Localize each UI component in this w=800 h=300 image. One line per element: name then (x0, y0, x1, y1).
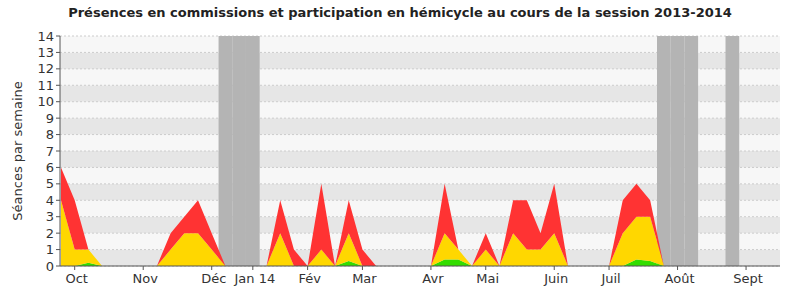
recess-bar (232, 36, 246, 266)
recess-bar (219, 36, 233, 266)
y-tick (56, 101, 60, 102)
y-tick-label: 4 (46, 193, 54, 208)
x-tick-label: Mai (476, 271, 499, 286)
y-tick (56, 200, 60, 201)
x-tick-label: Sept (733, 271, 763, 286)
x-tick-label: Juil (600, 271, 620, 286)
y-tick-label: 13 (37, 45, 54, 60)
recess-bar (671, 36, 685, 266)
x-tick (74, 266, 75, 270)
grid-line (60, 266, 780, 267)
y-tick (56, 183, 60, 184)
x-tick-label: Nov (133, 271, 159, 286)
y-tick-label: 7 (46, 144, 54, 159)
y-tick-label: 11 (37, 78, 54, 93)
y-tick-label: 12 (37, 61, 54, 76)
x-tick (143, 266, 144, 270)
x-tick-label: Jan 14 (233, 271, 275, 286)
y-tick (56, 85, 60, 86)
y-tick (56, 249, 60, 250)
x-tick-label: Déc (201, 271, 226, 286)
y-tick (56, 36, 60, 37)
y-tick-label: 1 (46, 242, 54, 257)
x-tick-label: Avr (422, 271, 444, 286)
y-tick (56, 68, 60, 69)
title: Présences en commissions et participatio… (68, 5, 732, 20)
y-tick-label: 3 (46, 209, 54, 224)
x-tick-label: Oct (65, 271, 87, 286)
x-tick-label: Août (665, 271, 695, 286)
y-tick-label: 6 (46, 160, 54, 175)
background (0, 0, 800, 300)
recess-bar (726, 36, 740, 266)
y-tick (56, 118, 60, 119)
y-tick-label: 2 (46, 226, 54, 241)
x-tick (609, 266, 610, 270)
y-tick-label: 9 (46, 111, 54, 126)
recess-bar (246, 36, 260, 266)
y-tick (56, 266, 60, 267)
y-tick-label: 0 (46, 259, 54, 274)
y-tick (56, 134, 60, 135)
x-axis (60, 266, 780, 267)
x-tick (252, 266, 253, 270)
x-tick (307, 266, 308, 270)
x-tick (362, 266, 363, 270)
x-tick-label: Juin (543, 271, 568, 286)
y-tick (56, 216, 60, 217)
recess-bar (657, 36, 671, 266)
x-tick (746, 266, 747, 270)
y-tick (56, 167, 60, 168)
y-tick-label: 14 (37, 29, 54, 44)
y-axis-label: Séances par semaine (10, 81, 25, 220)
y-tick-label: 5 (46, 176, 54, 191)
x-tick (554, 266, 555, 270)
x-tick (677, 266, 678, 270)
x-tick-label: Fév (298, 271, 321, 286)
y-tick (56, 151, 60, 152)
x-tick-label: Mar (352, 271, 377, 286)
x-tick (485, 266, 486, 270)
y-tick-label: 8 (46, 127, 54, 142)
y-tick (56, 52, 60, 53)
y-tick (56, 233, 60, 234)
recess-bar (684, 36, 698, 266)
plot-area (61, 36, 760, 266)
chart: 01234567891011121314OctNovDécJan 14FévMa… (0, 0, 800, 300)
x-tick (430, 266, 431, 270)
x-tick (211, 266, 212, 270)
y-tick-label: 10 (37, 94, 54, 109)
area (61, 167, 760, 266)
